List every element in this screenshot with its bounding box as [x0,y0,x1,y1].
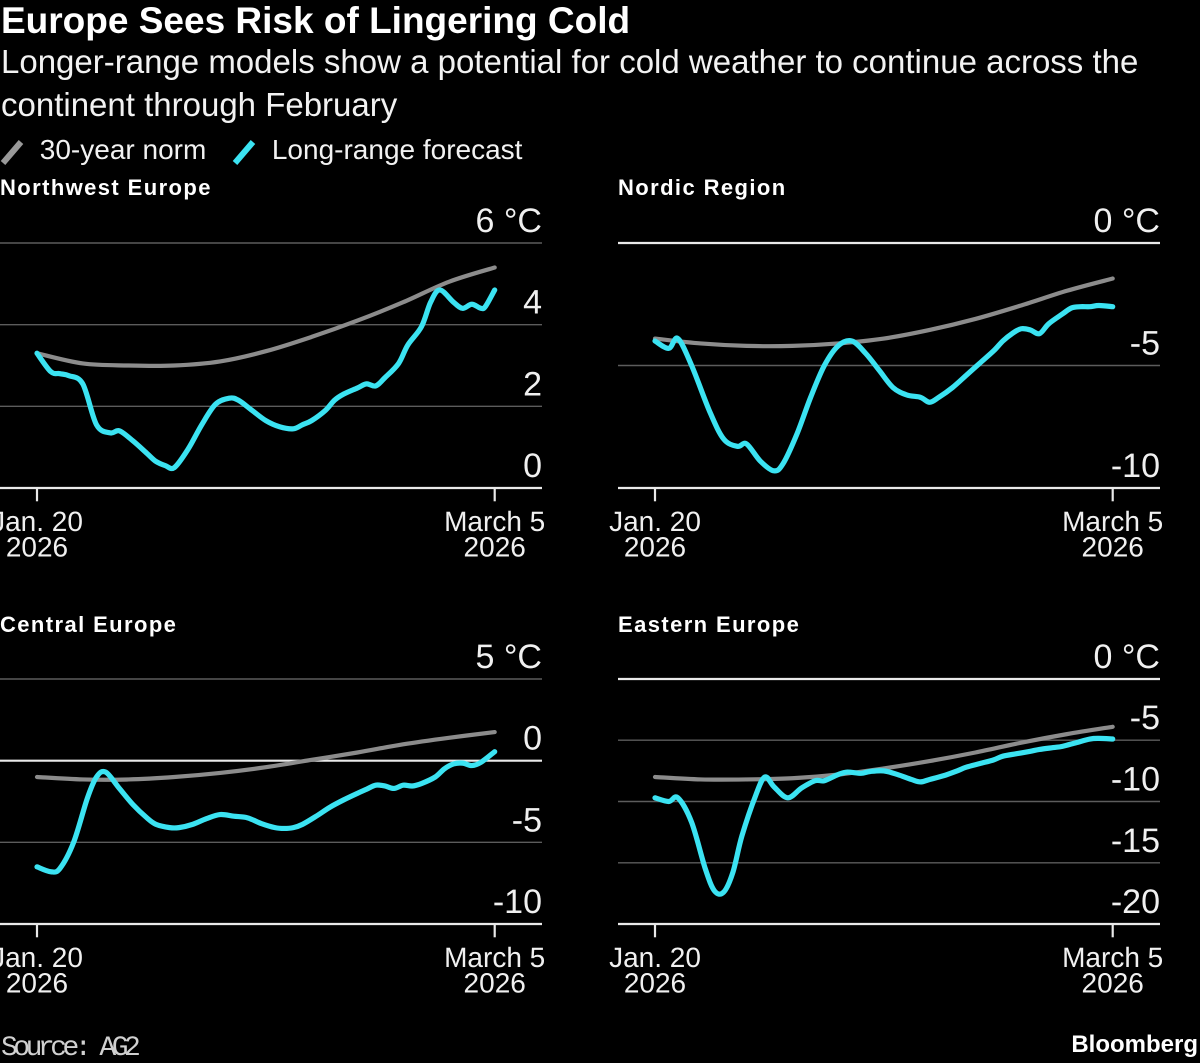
svg-text:2026: 2026 [6,968,68,999]
svg-text:2026: 2026 [624,968,686,999]
svg-text:0: 0 [523,447,542,485]
svg-text:2026: 2026 [624,531,686,562]
svg-text:-10: -10 [1111,447,1160,485]
svg-text:2026: 2026 [6,531,68,562]
svg-text:6 °C: 6 °C [475,202,542,240]
svg-text:-20: -20 [1111,883,1160,921]
svg-text:-5: -5 [1130,699,1160,737]
svg-text:2026: 2026 [464,531,526,562]
svg-text:0: 0 [523,720,542,758]
svg-text:5 °C: 5 °C [475,638,542,676]
svg-text:-5: -5 [1130,324,1160,362]
svg-text:2: 2 [523,365,542,403]
svg-text:2026: 2026 [1082,531,1144,562]
svg-text:0 °C: 0 °C [1093,202,1160,240]
svg-text:0 °C: 0 °C [1093,638,1160,676]
svg-text:-5: -5 [512,801,542,839]
svg-text:-10: -10 [493,883,542,921]
svg-text:2026: 2026 [1082,968,1144,999]
svg-text:2026: 2026 [464,968,526,999]
svg-text:-15: -15 [1111,822,1160,860]
svg-text:4: 4 [523,283,542,321]
svg-text:-10: -10 [1111,761,1160,799]
